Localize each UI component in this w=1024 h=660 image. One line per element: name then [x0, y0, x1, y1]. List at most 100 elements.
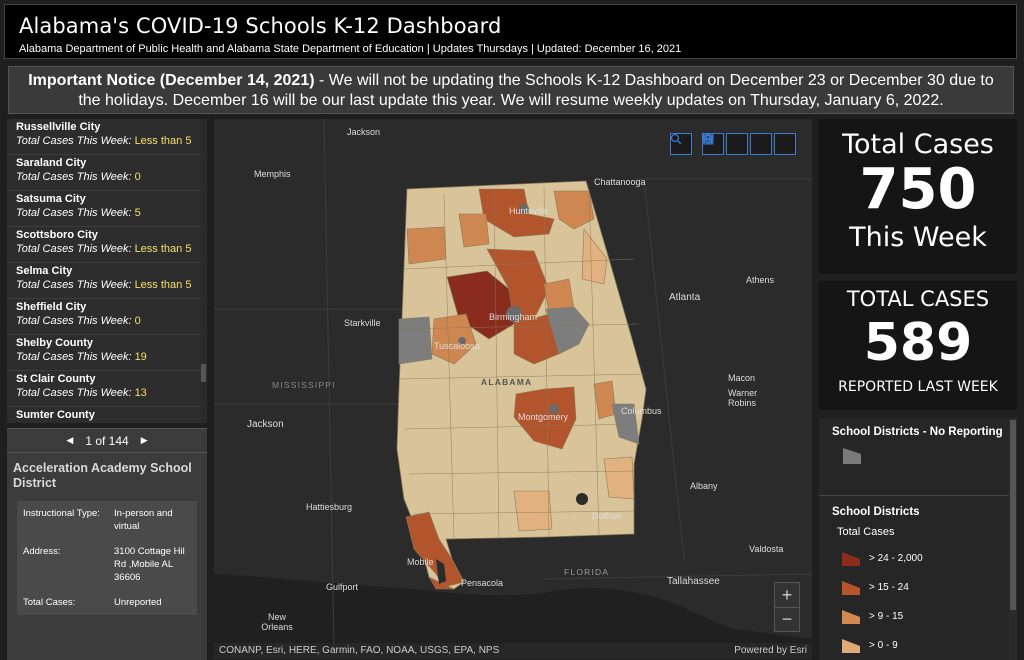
- legend-item: > 9 - 15: [819, 602, 1017, 631]
- map-label: Mobile: [407, 557, 434, 567]
- district-name: Russellville City: [16, 121, 101, 133]
- search-icon: [670, 133, 682, 145]
- map-label: Hattiesburg: [306, 502, 353, 512]
- list-scrollbar[interactable]: [201, 119, 206, 423]
- detail-row: Total Cases: Unreported: [17, 590, 197, 615]
- detail-row: Instructional Type: In-person and virtua…: [17, 501, 197, 539]
- important-notice: Important Notice (December 14, 2021) - W…: [8, 66, 1014, 114]
- legend-swatch-icon: [842, 551, 860, 566]
- legend-field-name: Total Cases: [837, 526, 895, 538]
- map-label: Pensacola: [461, 578, 504, 588]
- cases-value: 19: [134, 351, 147, 363]
- district-cases: Total Cases This Week: 0: [16, 314, 198, 328]
- stat-label-top: TOTAL CASES: [846, 287, 990, 311]
- next-arrow-icon[interactable]: ▶: [140, 435, 148, 445]
- detail-key: Instructional Type:: [23, 508, 100, 519]
- detail-value: In-person and virtual: [114, 508, 173, 532]
- legend-scrollbar[interactable]: [1009, 418, 1017, 660]
- legend-item: > 0 - 9: [819, 631, 1017, 660]
- district-name: Sheffield City: [16, 301, 87, 313]
- map-attribution: CONANP, Esri, HERE, Garmin, FAO, NOAA, U…: [214, 643, 812, 659]
- list-item[interactable]: Scottsboro City Total Cases This Week: Les…: [7, 227, 207, 263]
- map-label: Birmingham: [489, 312, 538, 322]
- legend-swatch-icon: [842, 609, 860, 624]
- list-item[interactable]: St Clair County Total Cases This Week: 13: [7, 371, 207, 407]
- district-name: Saraland City: [16, 157, 87, 169]
- search-button[interactable]: [670, 133, 692, 155]
- notice-heading: Important Notice (December 14, 2021): [28, 72, 315, 89]
- district-name: Shelby County: [16, 337, 94, 349]
- map-label: Tallahassee: [667, 576, 720, 587]
- legend-swatch-icon: [842, 580, 860, 595]
- detail-table: Instructional Type: In-person and virtua…: [17, 501, 197, 615]
- district-cases: Total Cases This Week: 5: [16, 206, 198, 220]
- cases-value: 13: [134, 387, 147, 399]
- district-name: Selma City: [16, 265, 73, 277]
- district-cases: Total Cases This Week: Less than 5: [16, 278, 198, 292]
- powered-by-link[interactable]: Powered by Esri: [734, 645, 807, 656]
- stat-value: 589: [863, 313, 973, 373]
- list-item[interactable]: Sheffield City Total Cases This Week: 0: [7, 299, 207, 335]
- map-label: Gulfport: [326, 582, 359, 592]
- map-label: ALABAMA: [481, 377, 533, 387]
- district-cases: Total Cases This Week: 0: [16, 170, 198, 184]
- map-canvas[interactable]: [214, 119, 812, 659]
- map-label: MISSISSIPPI: [272, 380, 336, 390]
- detail-row: Address: 3100 Cottage Hil Rd ,Mobile AL …: [17, 539, 197, 590]
- district-cases: Total Cases This Week: Less than 5: [16, 242, 198, 256]
- legend-label: > 9 - 15: [869, 611, 904, 622]
- layers-icon: [702, 133, 714, 144]
- zoom-control: + −: [774, 582, 800, 632]
- map-widget-toolbar: [702, 133, 796, 155]
- legend-section-title: School Districts: [832, 506, 920, 518]
- attribution-text: CONANP, Esri, HERE, Garmin, FAO, NOAA, U…: [219, 645, 500, 656]
- district-cases: Total Cases This Week: Less than 5: [16, 134, 198, 148]
- cases-value: 0: [134, 315, 141, 327]
- list-item[interactable]: Saraland City Total Cases This Week: 0: [7, 155, 207, 191]
- page-title: Alabama's COVID-19 Schools K-12 Dashboar…: [19, 14, 502, 38]
- legend-no-reporting: School Districts - No Reporting: [819, 418, 1017, 496]
- list-item[interactable]: Satsuma City Total Cases This Week: 5: [7, 191, 207, 227]
- previous-arrow-icon[interactable]: ◀: [66, 435, 74, 445]
- basemap-button[interactable]: [702, 133, 796, 155]
- map-label: Dothan: [592, 511, 622, 521]
- map-label: Albany: [690, 481, 718, 491]
- map-label: Columbus: [621, 406, 662, 416]
- list-scrollbar-thumb[interactable]: [201, 364, 206, 382]
- district-name: Satsuma City: [16, 193, 86, 205]
- map-toolbar: [670, 133, 692, 155]
- legend-item: > 15 - 24: [819, 573, 1017, 602]
- map-label: Tuscaloosa: [434, 341, 480, 351]
- legend-swatch-icon: [842, 638, 860, 653]
- cases-label: Total Cases This Week:: [16, 243, 132, 255]
- map-label: Jackson: [347, 127, 381, 137]
- list-item[interactable]: Shelby County Total Cases This Week: 19: [7, 335, 207, 371]
- legend-label: > 0 - 9: [869, 640, 898, 651]
- stat-label-top: Total Cases: [842, 129, 994, 160]
- map-label: Macon: [728, 373, 756, 383]
- district-list[interactable]: Russellville City Total Cases This Week: L…: [7, 119, 207, 423]
- legend-button[interactable]: [703, 133, 748, 155]
- legend-label: > 24 - 2,000: [869, 553, 923, 564]
- zoom-in-button[interactable]: +: [781, 584, 793, 605]
- pager-count: 1 of 144: [85, 433, 129, 448]
- map-label: New Orleans: [261, 612, 293, 632]
- list-item[interactable]: Sumter County: [7, 407, 207, 423]
- no-reporting-swatch-icon: [843, 448, 861, 464]
- detail-value: Unreported: [114, 597, 162, 608]
- cases-value: Less than 5: [134, 279, 192, 291]
- cases-value: Less than 5: [134, 135, 192, 147]
- zoom-out-button[interactable]: −: [775, 607, 799, 631]
- map-label: Warner Robins: [728, 388, 758, 408]
- list-item[interactable]: Russellville City Total Cases This Week: L…: [7, 119, 207, 155]
- layers-button[interactable]: [702, 133, 772, 155]
- map-view[interactable]: Jackson Memphis Chattanooga Huntsville A…: [214, 119, 812, 659]
- detail-title: Acceleration Academy School District: [13, 461, 192, 490]
- cases-label: Total Cases This Week:: [16, 135, 132, 147]
- legend-label: > 15 - 24: [869, 582, 909, 593]
- list-item[interactable]: Selma City Total Cases This Week: Less tha…: [7, 263, 207, 299]
- cases-value: 5: [134, 207, 141, 219]
- map-label: Montgomery: [518, 412, 569, 422]
- legend-scrollbar-thumb[interactable]: [1010, 420, 1016, 610]
- legend-section-title: School Districts - No Reporting: [832, 426, 1003, 438]
